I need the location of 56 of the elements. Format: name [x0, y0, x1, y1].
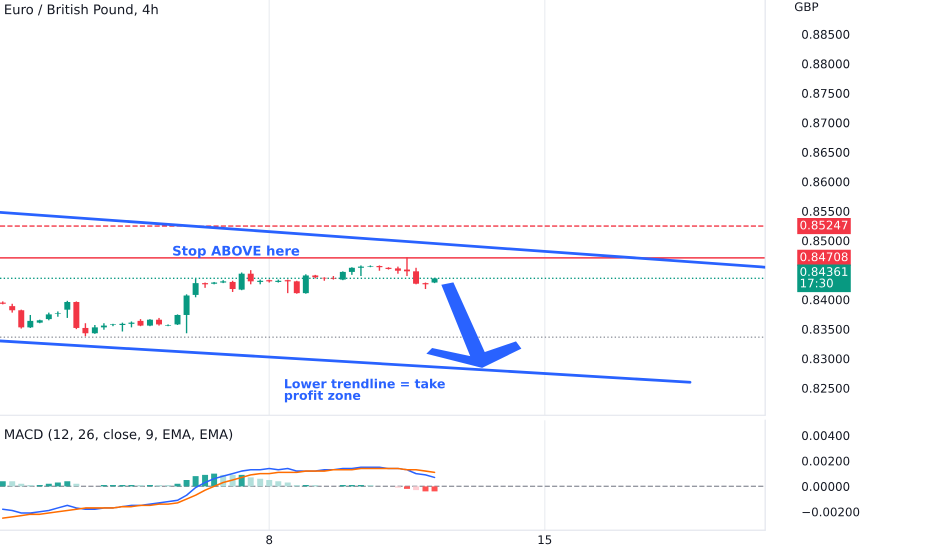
annotation: Lower trendline = take profit zone [284, 378, 445, 402]
y-tick-label: 0.88500 [802, 30, 850, 39]
y-tick-label: 0.82500 [802, 384, 850, 393]
candlestick [82, 322, 88, 337]
y-tick-label: 0.00000 [802, 482, 850, 491]
bar [9, 481, 16, 486]
y-tick-label: 0.87000 [802, 118, 850, 128]
candlestick [230, 280, 236, 293]
bar [64, 481, 70, 486]
bar [266, 480, 272, 486]
candlestick [64, 300, 70, 319]
candlestick [248, 269, 254, 285]
x-tick-label: 8 [266, 535, 272, 544]
bar [284, 482, 291, 486]
bar [192, 476, 199, 486]
text: MACD (12, 26, close, 9, EMA, EMA) [5, 429, 232, 441]
ref-line-label: 0.85247 [800, 220, 848, 230]
y-tick-label: −0.00200 [802, 507, 860, 516]
y-tick-label: 0.86000 [802, 177, 850, 186]
y-tick-label: 0.83500 [802, 324, 850, 334]
bar [73, 484, 80, 486]
bar [0, 481, 6, 486]
bar [18, 484, 24, 486]
candlestick [184, 294, 190, 334]
candlestick [284, 278, 291, 294]
bar [184, 480, 190, 486]
annotation: Stop ABOVE here [173, 246, 300, 258]
bar [257, 478, 264, 486]
y-tick-label: 0.00200 [802, 456, 850, 466]
candlestick [18, 308, 24, 330]
bar [275, 481, 282, 486]
bar [46, 484, 52, 486]
y-tick-label: 0.87500 [802, 88, 850, 98]
y-tick-label: 0.00400 [802, 431, 850, 440]
x-tick-label: 15 [538, 535, 552, 544]
bar [404, 486, 410, 489]
y-tick-label: 0.88000 [802, 59, 850, 68]
y-tick-label: 0.86500 [802, 148, 850, 157]
candlestick [27, 314, 34, 329]
chart-title: Euro / British Pound, 4h [5, 4, 158, 16]
ref-line-label: 0.84361 17:30 [800, 267, 848, 288]
candlestick [174, 314, 181, 326]
bar [432, 486, 438, 492]
y-tick-label: 0.83000 [802, 354, 850, 364]
bar [422, 486, 428, 492]
ref-line-label: 0.84708 [800, 252, 848, 262]
candlestick [413, 267, 420, 285]
bar [248, 477, 254, 486]
y-tick-label: 0.85500 [802, 206, 850, 216]
y-axis-title: GBP [794, 2, 818, 12]
bar [174, 484, 181, 486]
y-tick-label: 0.85000 [802, 236, 850, 246]
candlestick [294, 280, 300, 294]
bar [413, 486, 420, 490]
bar [54, 482, 61, 486]
y-tick-label: 0.84000 [802, 295, 850, 304]
